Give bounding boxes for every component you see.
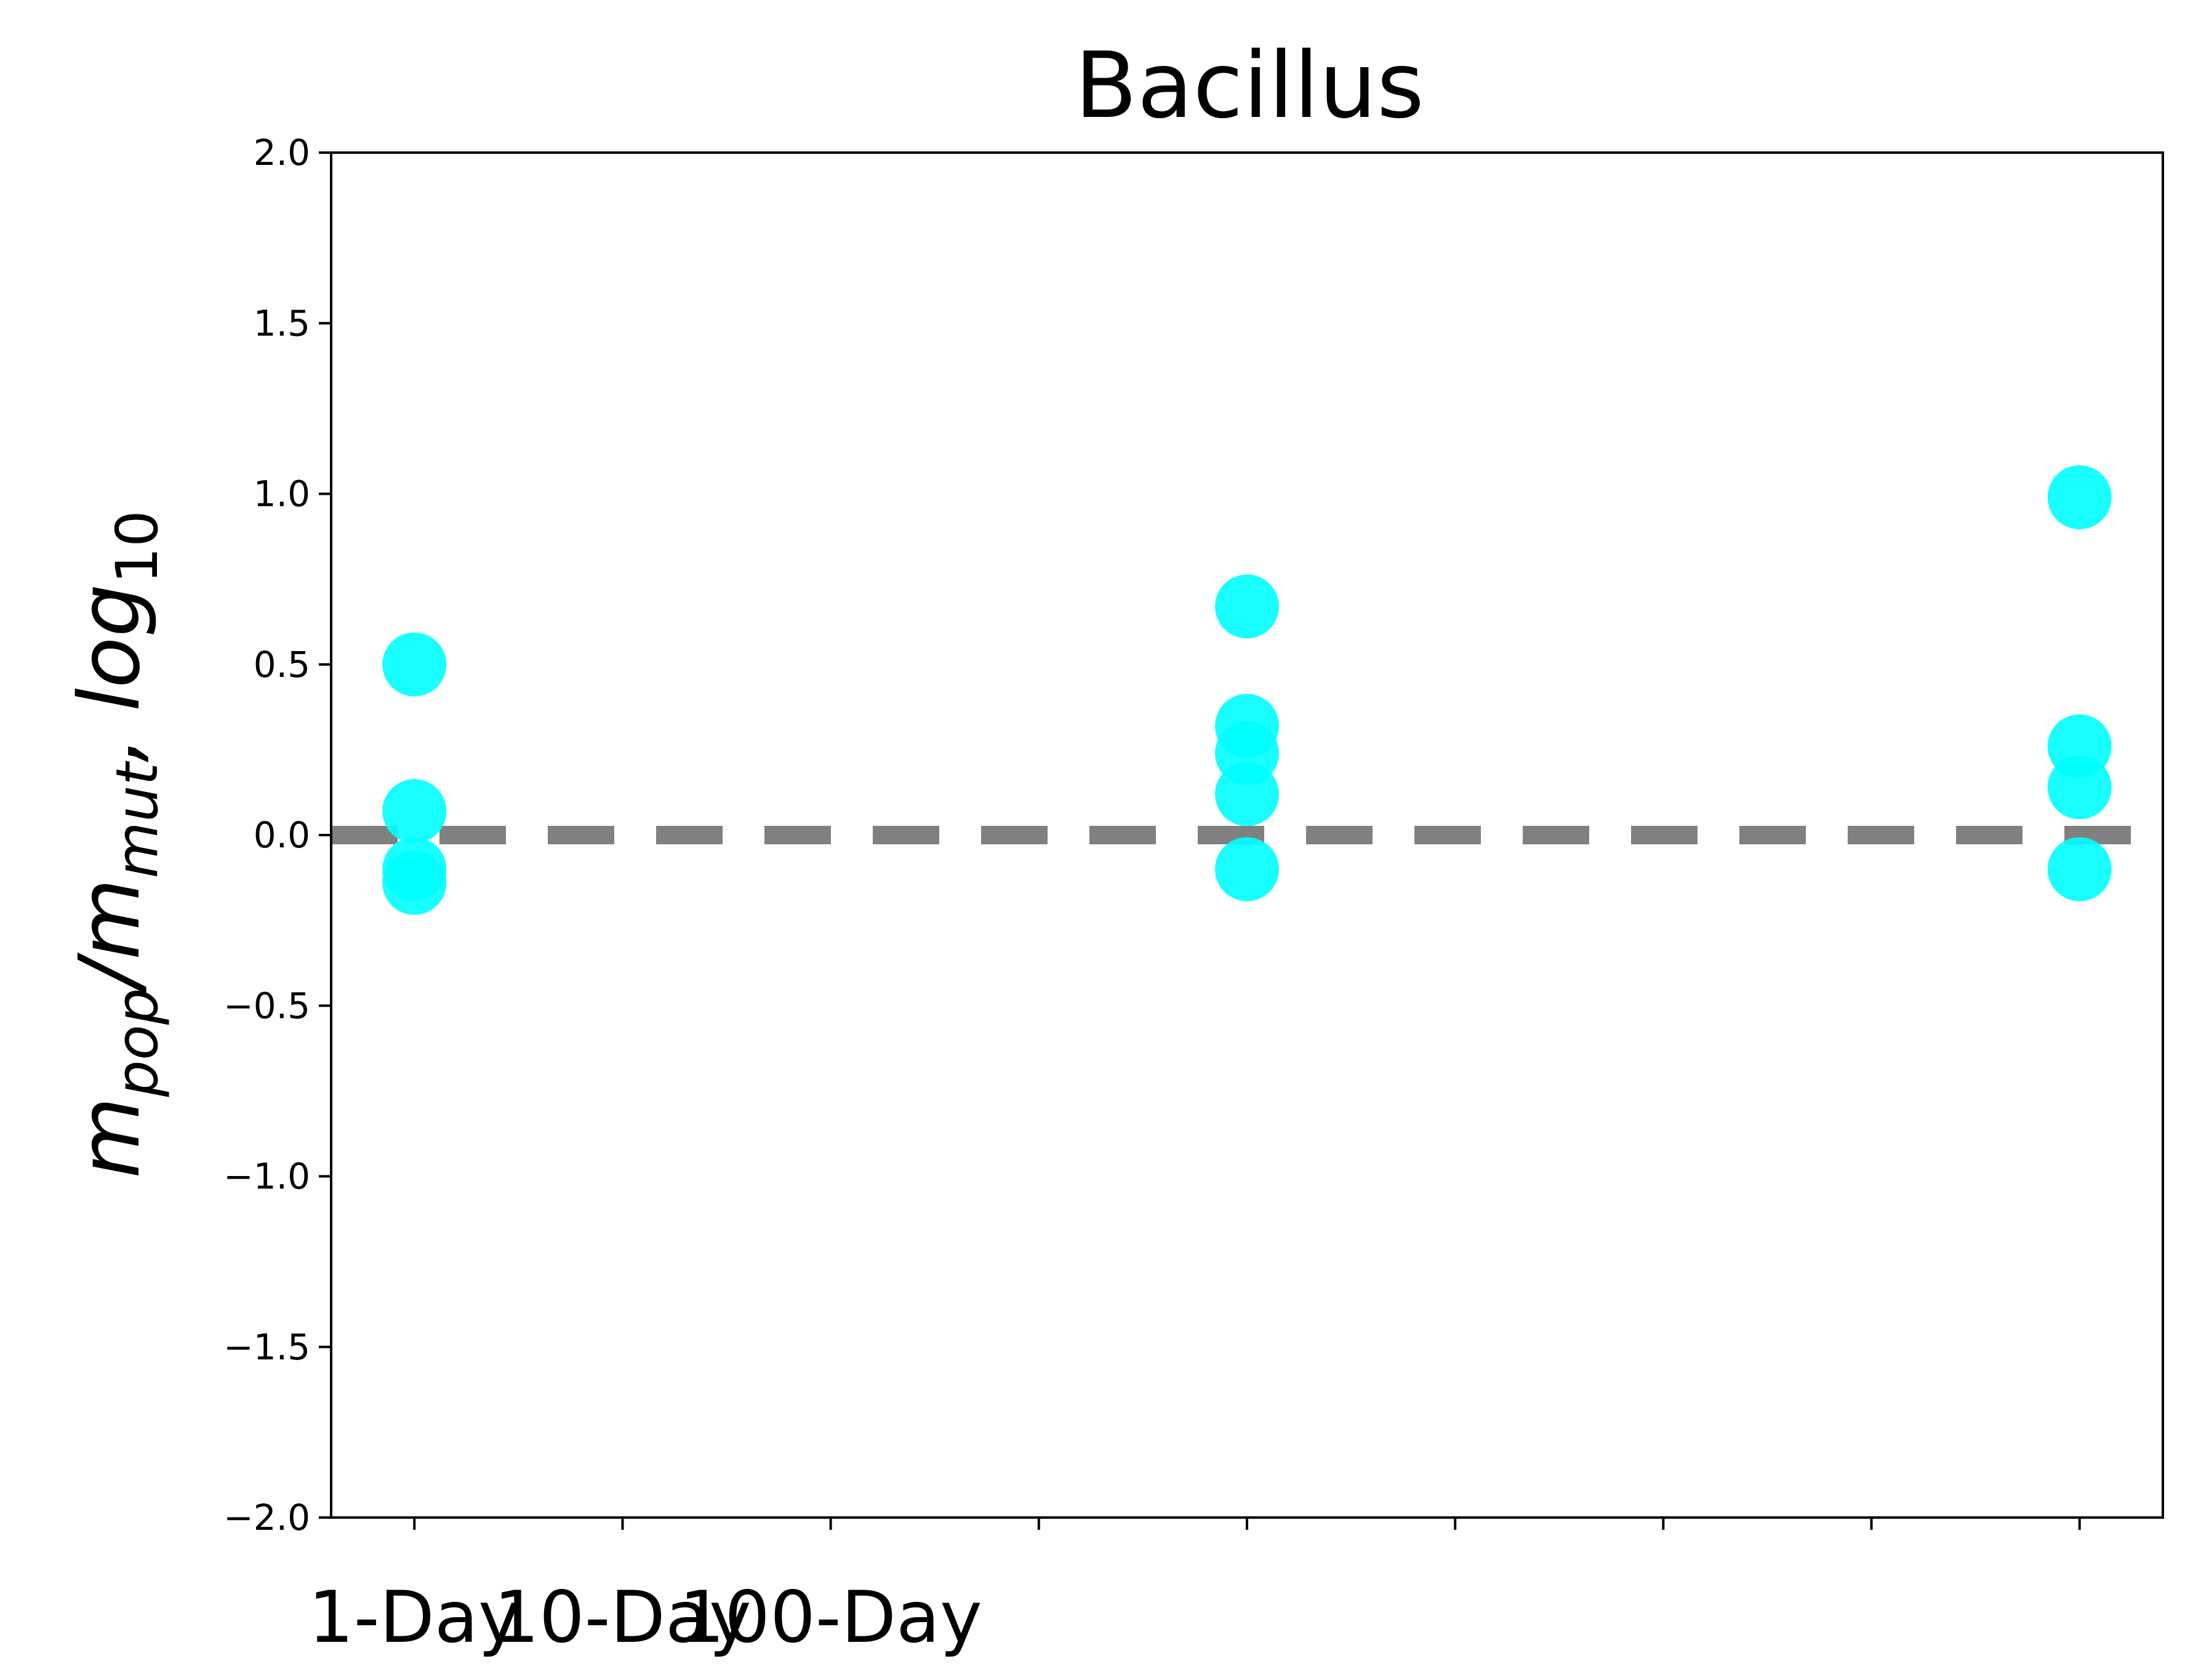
data-point (382, 779, 447, 844)
y-tick-label: 1.5 (254, 302, 310, 344)
y-axis: −2.0 −1.5 −1.0 −0.5 0.0 0.5 1.0 1.5 2.0 (223, 132, 331, 1538)
data-points (382, 465, 2112, 915)
data-point (2047, 837, 2112, 902)
x-tick-label: 1-Day (308, 1576, 521, 1659)
svg-text:mpop/mmut,log10: mpop/mmut,log10 (62, 510, 171, 1178)
data-point (1215, 574, 1279, 639)
data-point (382, 850, 447, 915)
data-point (2047, 755, 2112, 820)
data-point (382, 632, 447, 697)
y-axis-label: mpop/mmut,log10 (62, 510, 171, 1178)
chart-title: Bacillus (1075, 33, 1424, 138)
x-tick-label: 10-Day (494, 1576, 752, 1659)
y-tick-label: 1.0 (254, 473, 310, 515)
y-tick-label: 0.0 (254, 814, 310, 856)
plot-area-frame (330, 151, 2164, 1519)
y-tick-label: 0.5 (254, 644, 310, 686)
y-tick-label: −2.0 (223, 1497, 310, 1538)
data-point (1215, 762, 1279, 826)
data-point (2047, 465, 2112, 530)
y-tick-label: −0.5 (223, 985, 310, 1026)
y-tick-label: −1.5 (223, 1326, 310, 1368)
x-tick-label: 100-Day (679, 1576, 982, 1659)
data-point (1215, 837, 1279, 902)
y-tick-label: −1.0 (223, 1156, 310, 1198)
y-tick-label: 2.0 (254, 132, 310, 174)
